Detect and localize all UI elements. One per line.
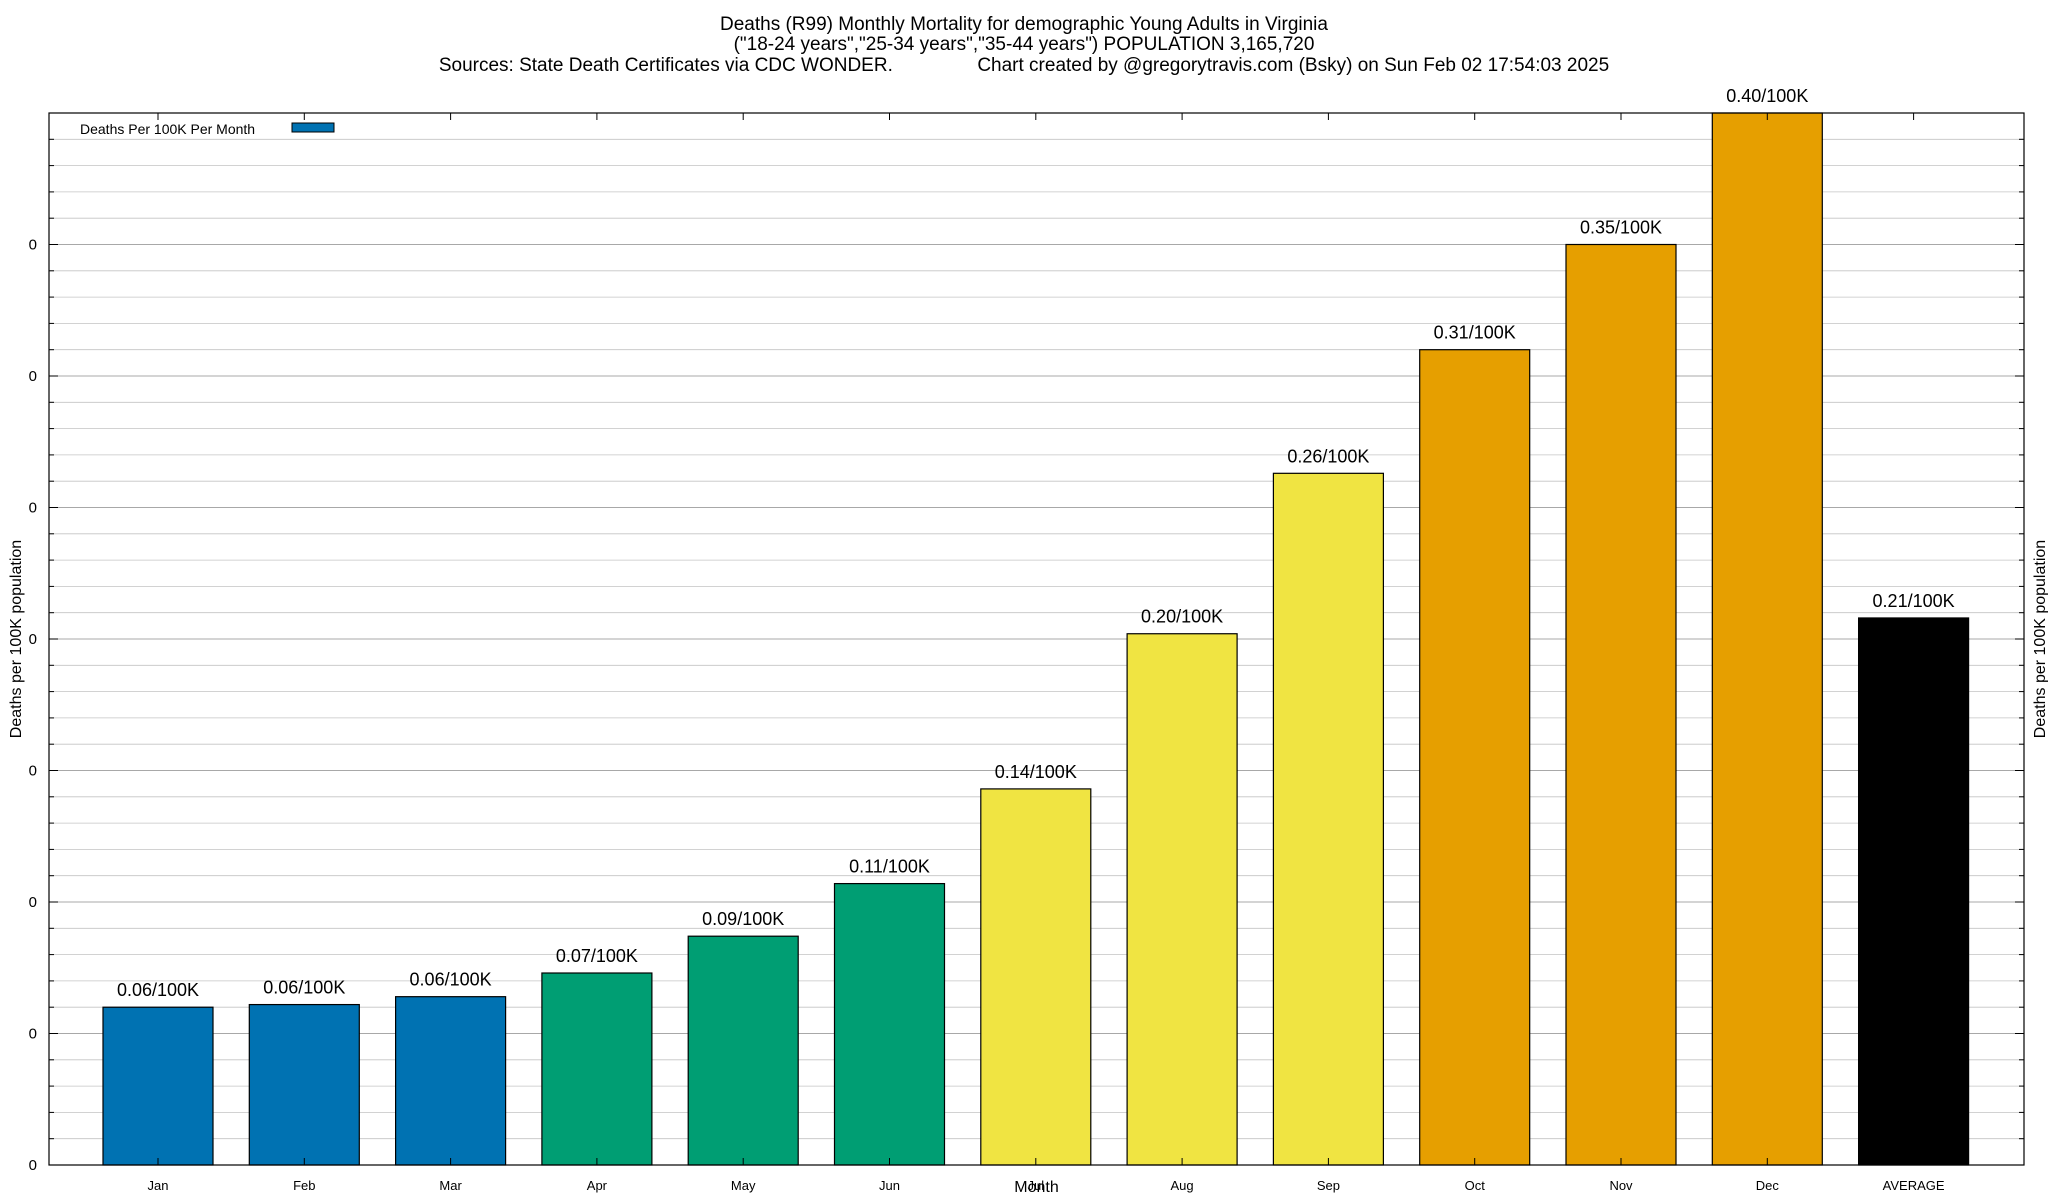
data-label-mar: 0.06/100K [410, 970, 492, 990]
data-label-may: 0.09/100K [702, 909, 784, 929]
bar-feb [248, 1003, 360, 1166]
x-tick-label-sep: Sep [1317, 1178, 1340, 1193]
data-label-oct: 0.31/100K [1434, 323, 1516, 343]
x-tick-label-dec: Dec [1756, 1178, 1780, 1193]
y-tick-label: 0 [29, 500, 37, 517]
data-label-apr: 0.07/100K [556, 946, 638, 966]
x-tick-label-feb: Feb [293, 1178, 315, 1193]
bar-nov [1565, 243, 1677, 1166]
bar-jun [833, 882, 946, 1166]
data-label-nov: 0.35/100K [1580, 218, 1662, 238]
bar-aug [1126, 633, 1238, 1166]
bar-apr [541, 972, 653, 1166]
bar-jan [102, 1006, 214, 1166]
bar-dec [1711, 112, 1823, 1166]
x-tick-label-jun: Jun [879, 1178, 900, 1193]
plot-frame [48, 112, 2025, 1166]
data-label-jul: 0.14/100K [995, 762, 1077, 782]
x-tick-label-aug: Aug [1171, 1178, 1194, 1193]
x-tick-label-average: AVERAGE [1883, 1178, 1945, 1193]
bar-sep [1272, 472, 1385, 1166]
x-tick-label-mar: Mar [439, 1178, 462, 1193]
bar-average [1857, 617, 1970, 1166]
x-tick-label-jul: Jul [1027, 1178, 1044, 1193]
bar-oct [1419, 349, 1531, 1166]
x-tick-label-jan: Jan [148, 1178, 169, 1193]
legend-swatch [291, 122, 335, 133]
data-label-jun: 0.11/100K [849, 857, 930, 877]
y-tick-label: 0 [29, 631, 37, 648]
y-tick-label: 0 [29, 763, 37, 780]
data-label-dec: 0.40/100K [1726, 86, 1808, 106]
data-label-average: 0.21/100K [1873, 591, 1955, 611]
bars [102, 112, 1970, 1166]
legend-label: Deaths Per 100K Per Month [80, 121, 255, 137]
y2-axis-title: Deaths per 100K population [2032, 540, 2048, 738]
y-tick-label: 0 [29, 1026, 37, 1043]
axis-ticks: 0 0 0 0 0 0 0 0 Jan Feb Mar Apr May Jun Jul Aug Sep Oct No… [29, 113, 2024, 1193]
chart-title: Deaths (R99) Monthly Mortality for demog… [439, 14, 1609, 76]
x-tick-label-nov: Nov [1609, 1178, 1633, 1193]
x-tick-label-apr: Apr [587, 1178, 608, 1193]
data-label-aug: 0.20/100K [1141, 607, 1223, 627]
y-axis-title: Deaths per 100K population [8, 540, 25, 738]
legend: Deaths Per 100K Per Month [80, 121, 335, 137]
data-label-sep: 0.26/100K [1287, 446, 1369, 466]
y-tick-label: 0 [29, 368, 37, 385]
x-axis-title: Month [1014, 1179, 1058, 1196]
title-line-2: ("18-24 years","25-34 years","35-44 year… [734, 34, 1315, 55]
y-tick-label: 0 [29, 894, 37, 911]
title-line-3: Sources: State Death Certificates via CD… [439, 55, 1609, 76]
y-tick-label: 0 [29, 237, 37, 254]
x-tick-label-may: May [731, 1178, 756, 1193]
data-label-feb: 0.06/100K [263, 978, 345, 998]
bar-jul [980, 788, 1092, 1166]
bar-mar [395, 996, 507, 1166]
bar-may [687, 935, 799, 1166]
title-line-1: Deaths (R99) Monthly Mortality for demog… [720, 14, 1328, 35]
data-labels: 0.06/100K 0.06/100K 0.06/100K 0.07/100K 0.09… [117, 86, 1955, 1000]
x-tick-label-oct: Oct [1465, 1178, 1486, 1193]
y-tick-label: 0 [29, 1157, 37, 1174]
data-label-jan: 0.06/100K [117, 980, 199, 1000]
